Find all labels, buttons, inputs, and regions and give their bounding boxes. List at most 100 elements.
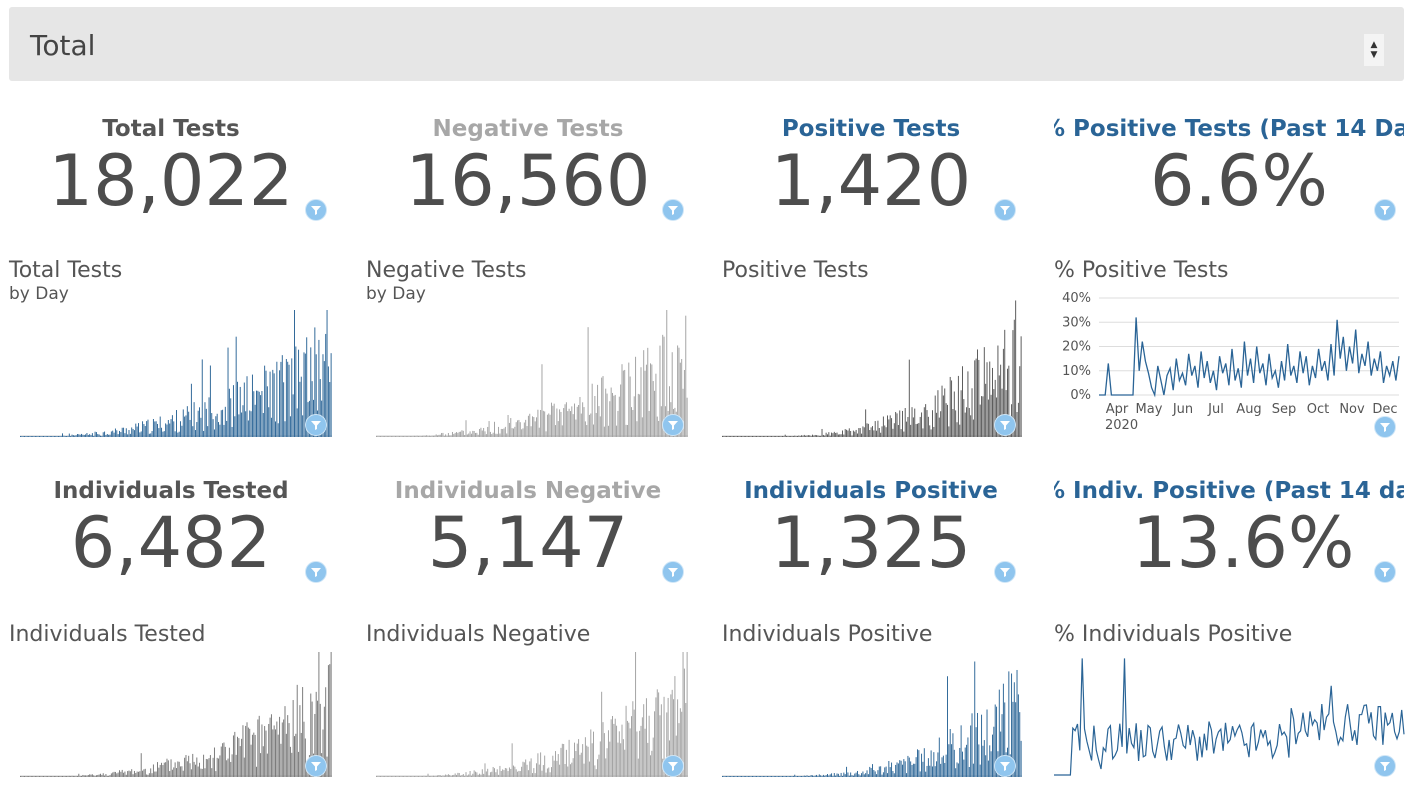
bar	[812, 775, 813, 777]
filter-icon[interactable]	[994, 199, 1016, 221]
filter-icon[interactable]	[305, 199, 327, 221]
filter-icon[interactable]	[662, 199, 684, 221]
filter-icon[interactable]	[1374, 561, 1396, 583]
bar	[786, 436, 788, 437]
filter-icon[interactable]	[662, 414, 684, 436]
bar	[542, 410, 544, 437]
filter-icon[interactable]	[1374, 416, 1396, 438]
bar	[967, 737, 969, 777]
bar	[521, 766, 523, 777]
bar	[968, 767, 970, 777]
bar	[1013, 319, 1015, 437]
bar	[466, 775, 468, 777]
bar	[75, 775, 77, 777]
bar	[508, 767, 510, 777]
bar	[314, 713, 316, 777]
bar	[812, 434, 813, 437]
filter-icon[interactable]	[662, 561, 684, 583]
bar	[201, 359, 203, 437]
bar	[861, 433, 863, 437]
bar	[797, 776, 798, 777]
bar	[529, 413, 531, 437]
filter-icon[interactable]	[994, 755, 1016, 777]
bar	[416, 776, 418, 777]
bar	[962, 366, 963, 437]
bar	[188, 411, 190, 437]
bar	[498, 774, 500, 777]
bar	[469, 431, 471, 437]
negative-tests-bar-chart[interactable]	[376, 310, 688, 437]
positive-tests-bar-chart[interactable]	[722, 288, 1022, 437]
bar	[640, 367, 642, 437]
bar	[394, 436, 396, 437]
bar	[817, 776, 819, 777]
bar	[569, 411, 571, 437]
total-tests-bar-chart[interactable]	[20, 310, 332, 437]
bar	[801, 435, 803, 437]
filter-icon[interactable]	[1374, 199, 1396, 221]
individuals-negative-bar-chart[interactable]	[376, 652, 688, 777]
individuals-tested-bar-chart[interactable]	[20, 652, 332, 777]
filter-icon[interactable]	[662, 755, 684, 777]
bar	[591, 383, 593, 437]
filter-icon[interactable]	[305, 414, 327, 436]
pct-positive-tests-line-chart[interactable]: 40% 30% 20% 10% 0% Apr May Jun Jul Aug Sep Oct Nov De…	[1054, 288, 1404, 438]
x-tick-label: Apr	[1106, 402, 1129, 417]
bar	[850, 431, 852, 437]
bar	[108, 434, 110, 437]
bar	[502, 769, 504, 777]
filter-icon[interactable]	[994, 414, 1016, 436]
bar	[44, 776, 46, 777]
bar	[239, 746, 241, 777]
bar	[37, 776, 39, 777]
bar	[933, 426, 935, 437]
filter-icon[interactable]	[305, 755, 327, 777]
bar	[110, 431, 112, 437]
bar	[125, 774, 127, 777]
bar	[1008, 671, 1010, 777]
bar	[923, 748, 925, 777]
bar	[626, 424, 628, 437]
bar	[325, 687, 327, 777]
bar	[526, 764, 528, 777]
bar	[891, 762, 893, 777]
bar	[380, 776, 382, 777]
pct-individuals-positive-line-chart[interactable]	[1054, 652, 1405, 777]
bar	[101, 435, 103, 437]
filter-icon[interactable]	[994, 561, 1016, 583]
bar	[941, 385, 943, 437]
spinner-up-icon[interactable]: ▲	[1370, 40, 1378, 50]
bar	[453, 433, 455, 437]
bar	[442, 432, 444, 437]
selector-spinner[interactable]: ▲ ▼	[1364, 34, 1384, 66]
bar	[298, 751, 300, 777]
bar	[983, 740, 985, 777]
bar	[468, 433, 470, 437]
individuals-positive-bar-chart[interactable]	[722, 652, 1022, 777]
bar	[648, 410, 650, 437]
bar	[147, 419, 149, 437]
filter-icon[interactable]	[305, 561, 327, 583]
bar	[584, 421, 586, 437]
spinner-down-icon[interactable]: ▼	[1370, 50, 1378, 60]
bar	[525, 419, 527, 437]
bar	[829, 435, 831, 437]
bar	[167, 420, 169, 437]
bar	[866, 770, 868, 777]
filter-icon[interactable]	[1374, 755, 1396, 777]
bar	[506, 768, 508, 777]
bar	[469, 771, 471, 777]
bar	[822, 434, 824, 437]
bar	[311, 701, 313, 777]
bar	[78, 434, 80, 437]
bar	[503, 770, 505, 777]
bar	[545, 431, 547, 437]
bar	[760, 436, 762, 437]
total-selector[interactable]: Total ▲ ▼	[9, 7, 1404, 81]
kpi-positive-tests: Positive Tests 1,420	[706, 116, 1036, 220]
bar	[889, 415, 891, 437]
bar	[460, 775, 462, 777]
bar	[854, 773, 856, 777]
bar	[189, 763, 191, 777]
bar	[532, 416, 533, 437]
